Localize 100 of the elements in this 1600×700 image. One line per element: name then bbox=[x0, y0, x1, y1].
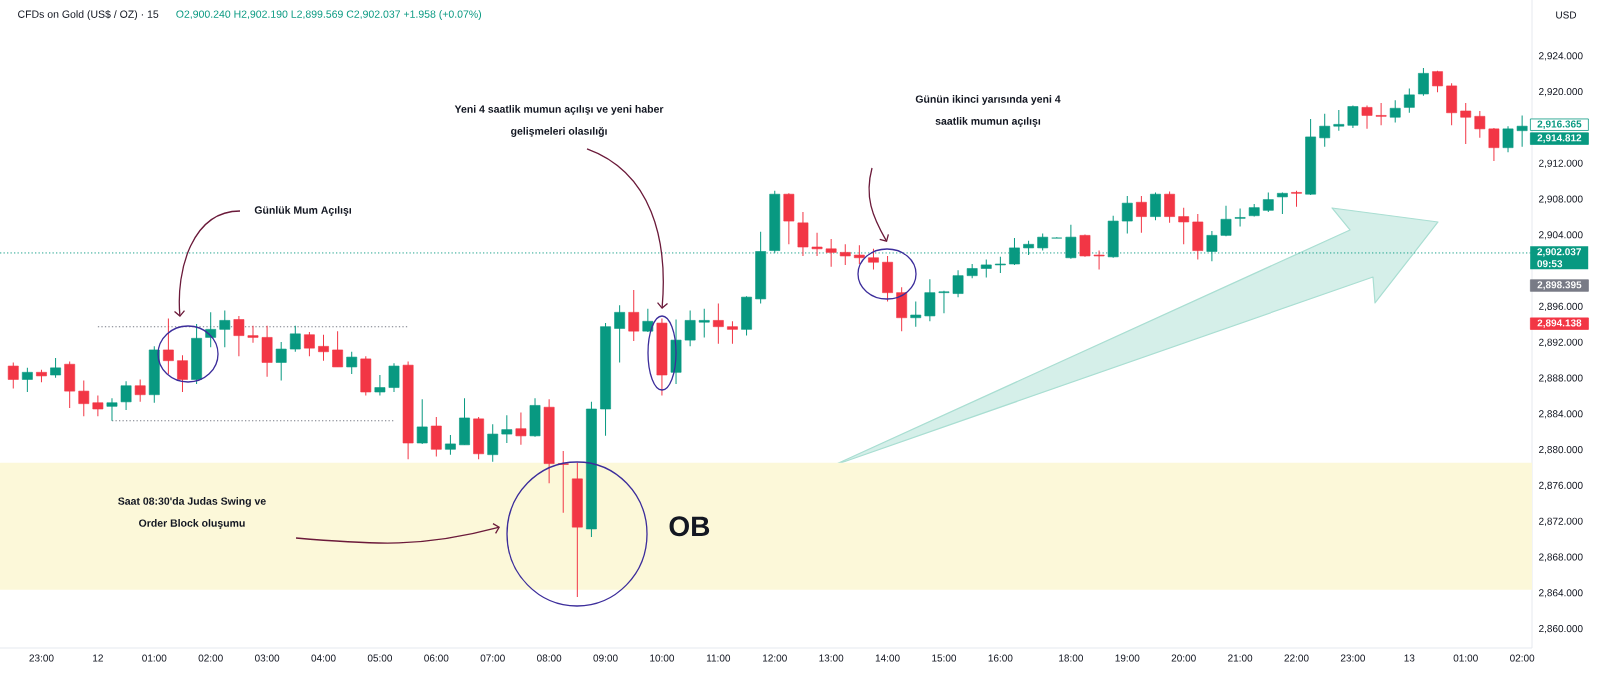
y-tick-label: 2,884.000 bbox=[1539, 410, 1583, 419]
candlestick bbox=[1319, 113, 1331, 148]
candlestick bbox=[487, 423, 499, 463]
candlestick bbox=[1121, 195, 1133, 235]
candlestick bbox=[374, 374, 386, 397]
x-tick-label: 21:00 bbox=[1228, 654, 1253, 662]
candlestick bbox=[304, 331, 315, 357]
x-tick-label: 22:00 bbox=[1284, 654, 1309, 662]
candlestick bbox=[289, 325, 301, 353]
candlestick bbox=[318, 334, 329, 362]
y-tick-label: 2,872.000 bbox=[1539, 517, 1583, 526]
x-tick-label: 06:00 bbox=[424, 654, 449, 662]
candlestick bbox=[1474, 110, 1486, 139]
x-tick-label: 12 bbox=[93, 654, 103, 662]
candlestick bbox=[1403, 88, 1415, 114]
candlestick bbox=[1488, 127, 1500, 162]
candlestick bbox=[811, 232, 823, 257]
candlestick bbox=[614, 304, 626, 363]
candlestick bbox=[205, 311, 217, 348]
text: 09:53 bbox=[1537, 260, 1563, 268]
x-tick-label: 18:00 bbox=[1059, 654, 1084, 662]
x-tick-label: 01:00 bbox=[1453, 654, 1478, 662]
candlestick bbox=[1220, 205, 1232, 237]
candlestick bbox=[275, 341, 287, 381]
candlestick bbox=[92, 395, 104, 417]
candlestick bbox=[515, 412, 527, 446]
ref-line-label: 2,902.037 bbox=[1537, 248, 1582, 257]
x-tick-label: 01:00 bbox=[142, 654, 167, 662]
x-tick-label: 03:00 bbox=[254, 654, 280, 662]
candlestick bbox=[924, 278, 936, 322]
candlestick bbox=[7, 361, 19, 389]
candlestick bbox=[1389, 99, 1401, 124]
x-tick-label: 11:00 bbox=[706, 654, 731, 662]
y-tick-label: 2,924.000 bbox=[1539, 52, 1583, 61]
x-tick-label: 05:00 bbox=[367, 654, 393, 662]
annotation: Günün ikinci yarısında yeni 4 saatlik mumun açılışı bbox=[915, 95, 1061, 127]
y-tick-label: 2,896.000 bbox=[1539, 302, 1583, 312]
text: O2,900.240 H2,902.190 L2,899.569 C2,902.037 +1.958 (+0.07%) bbox=[176, 10, 482, 20]
x-tick-label: 02:00 bbox=[1510, 654, 1535, 662]
candlestick bbox=[868, 248, 879, 270]
candlestick bbox=[332, 330, 343, 368]
x-tick-label: 10:00 bbox=[650, 654, 675, 662]
candlestick bbox=[177, 354, 188, 393]
candlestick bbox=[1079, 233, 1091, 258]
x-tick-label: 23:00 bbox=[1340, 654, 1366, 662]
candlestick bbox=[1093, 250, 1105, 270]
y-tick-label: 2,892.000 bbox=[1539, 338, 1583, 347]
candlestick bbox=[1333, 109, 1345, 132]
candlestick bbox=[1164, 191, 1175, 224]
candlestick bbox=[78, 379, 90, 417]
candlestick bbox=[1460, 102, 1472, 145]
x-tick-label: 13 bbox=[1404, 654, 1415, 662]
candlestick bbox=[1502, 125, 1514, 153]
candlestick bbox=[1418, 67, 1429, 97]
y-tick-label: 2,916.365 bbox=[1537, 120, 1582, 129]
candlestick bbox=[853, 244, 865, 265]
x-tick-label: 13:00 bbox=[819, 654, 844, 662]
candlestick bbox=[106, 397, 118, 422]
candlestick bbox=[430, 416, 442, 457]
candlestick bbox=[952, 269, 964, 298]
annotation: Saat 08:30'da Judas Swing ve Order Block oluşumu bbox=[118, 497, 266, 529]
candlestick bbox=[1178, 207, 1190, 245]
annotation: Yeni 4 saatlik mumun açılışı ve yeni haber gelişmeleri olasılığı bbox=[454, 105, 664, 137]
y-axis-title: USD bbox=[1556, 11, 1577, 19]
y-tick-label: 2,876.000 bbox=[1539, 481, 1583, 491]
candlestick bbox=[698, 308, 710, 338]
candlestick bbox=[120, 380, 132, 411]
y-tick-label: 2,898.395 bbox=[1537, 281, 1582, 290]
candlestick bbox=[501, 414, 513, 444]
candlestick bbox=[1136, 195, 1147, 234]
candlestick bbox=[219, 310, 231, 348]
candlestick bbox=[1361, 105, 1373, 130]
candlestick bbox=[727, 320, 738, 345]
candlestick bbox=[1277, 191, 1288, 215]
x-tick-label: 20:00 bbox=[1171, 654, 1196, 662]
x-tick-label: 09:00 bbox=[593, 654, 618, 662]
annotation: Günlük Mum Açılışı bbox=[254, 206, 352, 216]
candlestick bbox=[247, 325, 259, 344]
text: CFDs on Gold (US$ / OZ) · 15 bbox=[18, 10, 159, 20]
x-tick-label: 02:00 bbox=[198, 654, 223, 662]
x-tick-label: 15:00 bbox=[932, 654, 957, 662]
candlestick bbox=[50, 357, 61, 379]
x-tick-label: 14:00 bbox=[875, 654, 900, 662]
candlestick bbox=[134, 378, 146, 403]
y-tick-label: 2,908.000 bbox=[1539, 195, 1583, 204]
candlestick bbox=[22, 367, 33, 393]
y-tick-label: 2,914.812 bbox=[1537, 134, 1582, 143]
candlestick bbox=[628, 289, 640, 342]
x-tick-label: 07:00 bbox=[480, 654, 505, 662]
x-tick-label: 08:00 bbox=[537, 654, 562, 662]
y-tick-label: 2,880.000 bbox=[1539, 446, 1583, 455]
x-tick-label: 19:00 bbox=[1115, 654, 1140, 662]
candlestick bbox=[684, 310, 696, 347]
candlestick bbox=[839, 243, 851, 266]
candlestick bbox=[1234, 208, 1246, 227]
candlestick bbox=[445, 434, 456, 456]
candlestick bbox=[346, 351, 358, 375]
x-tick-label: 04:00 bbox=[311, 654, 336, 662]
y-tick-label: 2,912.000 bbox=[1539, 159, 1583, 168]
x-tick-label: 12:00 bbox=[763, 654, 787, 662]
